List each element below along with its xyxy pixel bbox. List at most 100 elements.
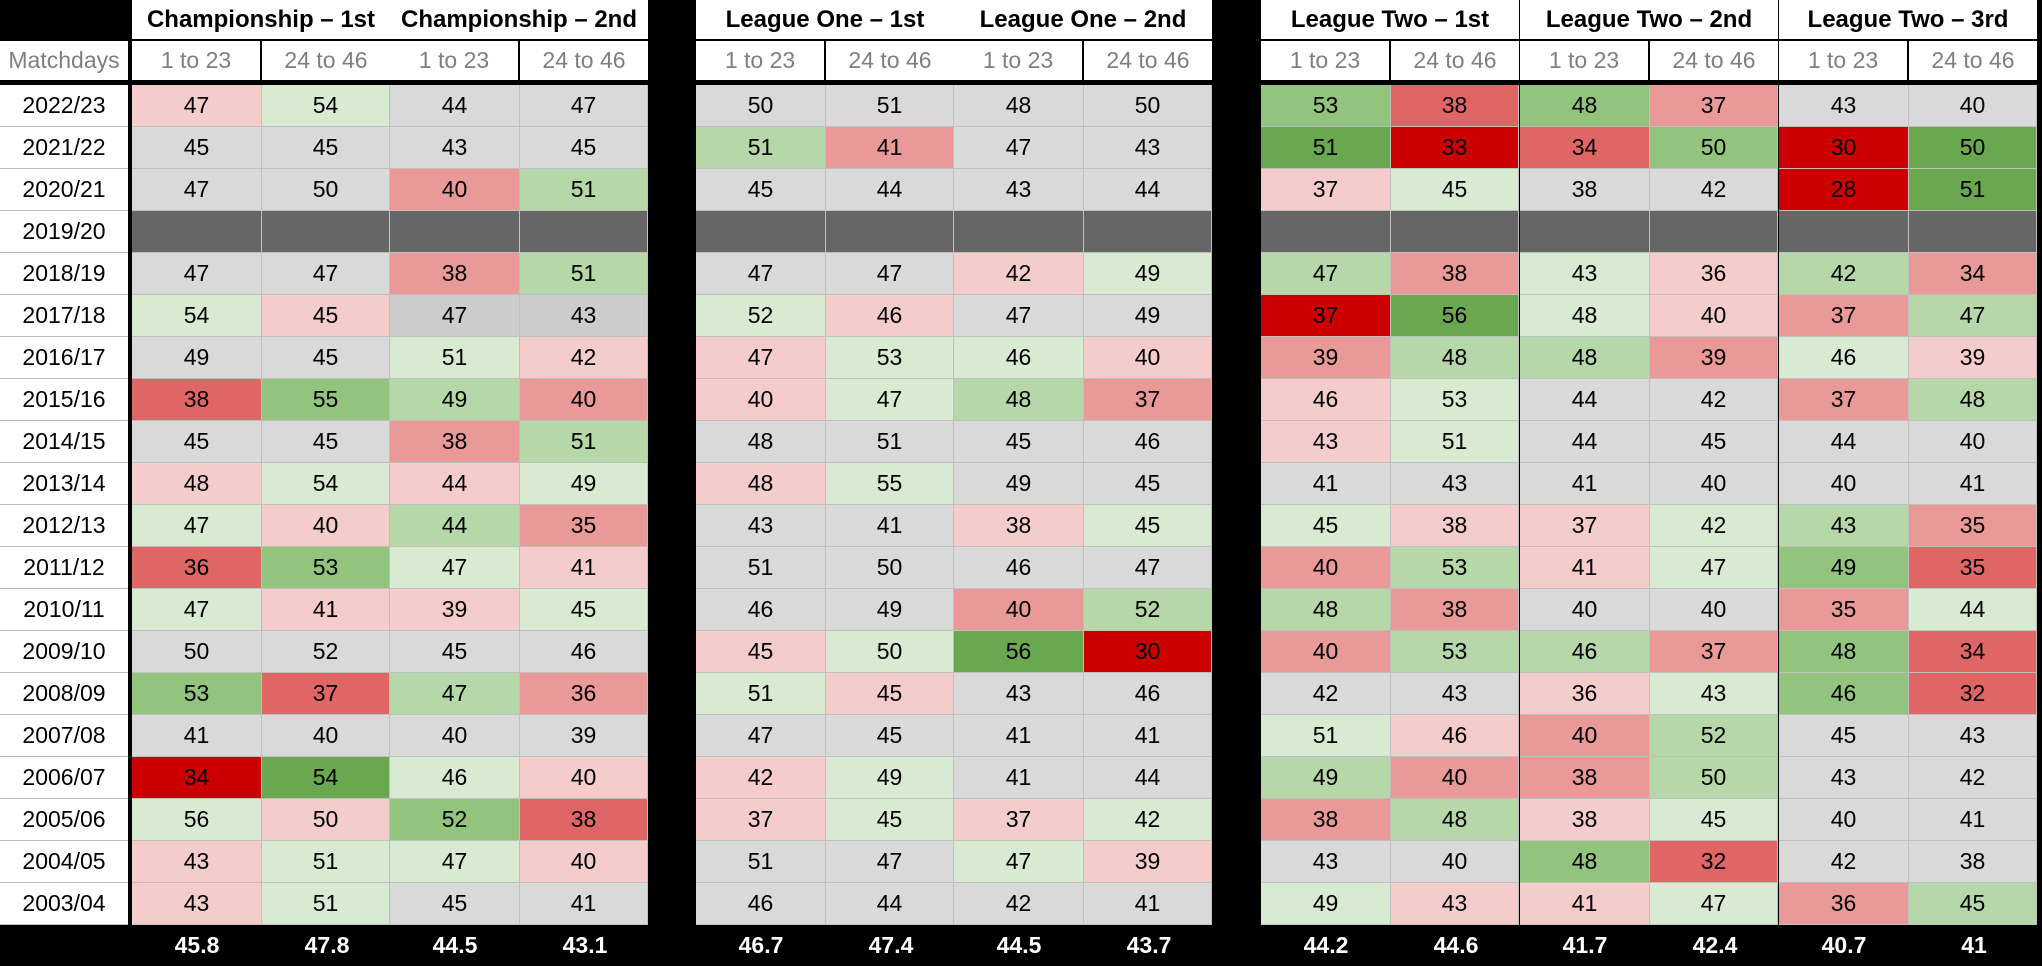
- cell: 47: [132, 169, 262, 211]
- cell: 40: [520, 757, 648, 799]
- cell: 50: [696, 85, 826, 127]
- cell: 47: [1909, 295, 2037, 337]
- cell: [1261, 211, 1391, 253]
- cell: 44: [390, 505, 520, 547]
- cell: 38: [1391, 589, 1519, 631]
- cell: 45: [262, 337, 390, 379]
- cell: 41: [1909, 463, 2037, 505]
- cell: 45: [262, 421, 390, 463]
- cell: 51: [696, 673, 826, 715]
- cell: 38: [1520, 757, 1650, 799]
- cell: 45: [1084, 505, 1212, 547]
- cell: [520, 211, 648, 253]
- cell: 48: [1909, 379, 2037, 421]
- cell: 37: [1650, 85, 1778, 127]
- cell: 51: [696, 547, 826, 589]
- cell: 45: [826, 715, 954, 757]
- cell: 43: [1779, 757, 1909, 799]
- cell: 42: [1261, 673, 1391, 715]
- cell: 46: [1779, 337, 1909, 379]
- cell: 40: [954, 589, 1084, 631]
- cell: 39: [1650, 337, 1778, 379]
- cell: 46: [1261, 379, 1391, 421]
- cell: 41: [1520, 463, 1650, 505]
- cell: 45: [1650, 421, 1778, 463]
- cell: 35: [520, 505, 648, 547]
- cell: 52: [696, 295, 826, 337]
- cell: 34: [1909, 631, 2037, 673]
- cell: 53: [1391, 379, 1519, 421]
- cell: [132, 211, 262, 253]
- cell: 43: [1391, 673, 1519, 715]
- cell: 40: [520, 841, 648, 883]
- cell: 46: [954, 337, 1084, 379]
- cell: 47: [520, 85, 648, 127]
- cell: 32: [1650, 841, 1778, 883]
- cell: 42: [1650, 505, 1778, 547]
- cell: 44: [826, 883, 954, 925]
- cell: 45: [1084, 463, 1212, 505]
- row-label-header: Matchdays: [0, 41, 128, 80]
- cell: 45: [1391, 169, 1519, 211]
- cell: [262, 211, 390, 253]
- season-label: 2017/18: [0, 295, 128, 337]
- cell: 38: [132, 379, 262, 421]
- season-label: 2009/10: [0, 631, 128, 673]
- cell: 48: [1520, 337, 1650, 379]
- period-header: 24 to 46: [1909, 41, 2037, 80]
- cell: 47: [132, 85, 262, 127]
- cell: 38: [1391, 85, 1519, 127]
- cell: 51: [390, 337, 520, 379]
- cell: 40: [1261, 547, 1391, 589]
- cell: 36: [1779, 883, 1909, 925]
- cell: 43: [520, 295, 648, 337]
- cell: 42: [954, 253, 1084, 295]
- cell: 46: [826, 295, 954, 337]
- cell: 53: [262, 547, 390, 589]
- cell: 48: [954, 379, 1084, 421]
- cell: 50: [1650, 757, 1778, 799]
- cell: 44: [1909, 589, 2037, 631]
- season-label: 2018/19: [0, 253, 128, 295]
- average: 43.7: [1126, 932, 1172, 958]
- cell: 45: [1650, 799, 1778, 841]
- cell: [1650, 211, 1778, 253]
- cell: 48: [132, 463, 262, 505]
- cell: 38: [1261, 799, 1391, 841]
- cell: 48: [1261, 589, 1391, 631]
- cell: 30: [1084, 631, 1212, 673]
- cell: 46: [696, 589, 826, 631]
- average: 43.1: [562, 932, 608, 958]
- cell: 48: [1391, 799, 1519, 841]
- cell: 43: [132, 883, 262, 925]
- cell: 28: [1779, 169, 1909, 211]
- cell: 45: [390, 631, 520, 673]
- cell: 46: [1779, 673, 1909, 715]
- cell: 47: [1084, 547, 1212, 589]
- cell: 34: [1520, 127, 1650, 169]
- cell: 37: [1084, 379, 1212, 421]
- cell: 39: [1909, 337, 2037, 379]
- season-label: 2005/06: [0, 799, 128, 841]
- cell: 48: [696, 421, 826, 463]
- cell: 40: [1391, 841, 1519, 883]
- cell: 45: [520, 127, 648, 169]
- season-label: 2019/20: [0, 211, 128, 253]
- cell: 44: [1520, 421, 1650, 463]
- cell: 46: [954, 547, 1084, 589]
- period-header: 1 to 23: [1520, 41, 1648, 80]
- cell: [1391, 211, 1519, 253]
- season-label: 2008/09: [0, 673, 128, 715]
- cell: 50: [132, 631, 262, 673]
- average: 47.4: [868, 932, 914, 958]
- cell: 49: [520, 463, 648, 505]
- cell: 47: [1650, 883, 1778, 925]
- cell: 46: [390, 757, 520, 799]
- cell: 50: [1084, 85, 1212, 127]
- cell: 49: [1261, 883, 1391, 925]
- cell: 51: [1261, 127, 1391, 169]
- cell: 48: [696, 463, 826, 505]
- period-header: 24 to 46: [1084, 41, 1212, 80]
- cell: 37: [954, 799, 1084, 841]
- cell: 39: [1261, 337, 1391, 379]
